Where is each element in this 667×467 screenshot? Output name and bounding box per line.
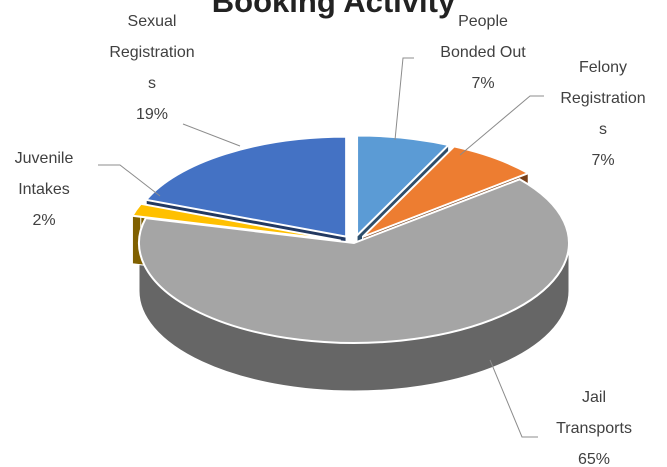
- chart-title: Booking Activity: [211, 0, 456, 19]
- data-label-jail: Jail Transports 65%: [556, 389, 632, 467]
- data-label-people: People Bonded Out 7%: [440, 13, 526, 92]
- pie-slice-sexual: [144, 135, 348, 238]
- data-label-juvenile: Juvenile Intakes 2%: [15, 150, 74, 229]
- pie-slice-jail: [138, 178, 570, 344]
- pie-slice-juvenile: [130, 202, 341, 242]
- leader-line-jail: [489, 359, 538, 438]
- leader-line-felony: [459, 95, 544, 156]
- data-label-felony: Felony Registration s 7%: [560, 59, 645, 169]
- pie-slice-people: [356, 134, 451, 238]
- data-label-sexual: Sexual Registration s 19%: [109, 13, 194, 123]
- pie-slice-felony: [361, 145, 531, 238]
- leader-line-sexual: [182, 123, 241, 147]
- leader-line-juvenile: [98, 164, 161, 197]
- leader-line-people: [394, 57, 414, 141]
